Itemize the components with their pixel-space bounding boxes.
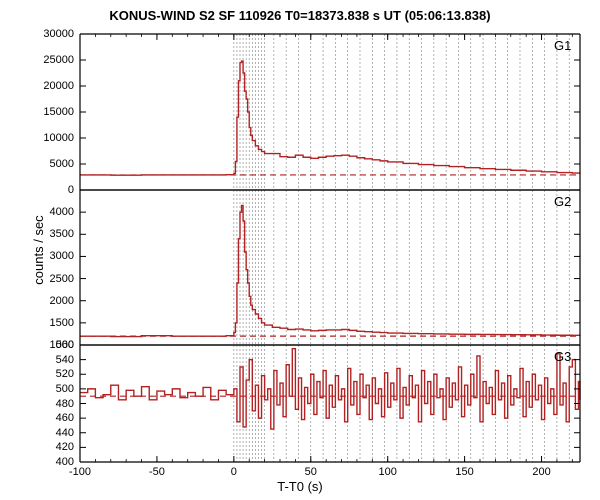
y-tick-label: 560 — [24, 339, 74, 351]
y-tick-label: 420 — [24, 441, 74, 453]
y-tick-label: 5000 — [24, 158, 74, 170]
y-tick-label: 500 — [24, 383, 74, 395]
x-tick-label: -100 — [60, 466, 100, 478]
y-tick-label: 3000 — [24, 250, 74, 262]
y-tick-label: 480 — [24, 398, 74, 410]
y-tick-label: 2000 — [24, 295, 74, 307]
panel-label-g2: G2 — [554, 194, 571, 209]
panel-label-g1: G1 — [554, 38, 571, 53]
y-tick-label: 30000 — [24, 28, 74, 40]
y-tick-label: 2500 — [24, 273, 74, 285]
y-tick-label: 540 — [24, 354, 74, 366]
x-tick-label: 0 — [214, 466, 254, 478]
y-tick-label: 20000 — [24, 80, 74, 92]
y-tick-label: 10000 — [24, 132, 74, 144]
chart-svg — [0, 0, 600, 500]
x-tick-label: 50 — [291, 466, 331, 478]
x-tick-label: 150 — [445, 466, 485, 478]
y-tick-label: 15000 — [24, 106, 74, 118]
x-tick-label: 100 — [368, 466, 408, 478]
y-tick-label: 460 — [24, 412, 74, 424]
x-tick-label: 200 — [522, 466, 562, 478]
x-tick-label: -50 — [137, 466, 177, 478]
y-tick-label: 520 — [24, 368, 74, 380]
y-tick-label: 25000 — [24, 54, 74, 66]
y-tick-label: 3500 — [24, 228, 74, 240]
y-tick-label: 0 — [24, 184, 74, 196]
panel-label-g3: G3 — [554, 349, 571, 364]
y-tick-label: 1500 — [24, 317, 74, 329]
y-tick-label: 440 — [24, 427, 74, 439]
y-tick-label: 4000 — [24, 206, 74, 218]
